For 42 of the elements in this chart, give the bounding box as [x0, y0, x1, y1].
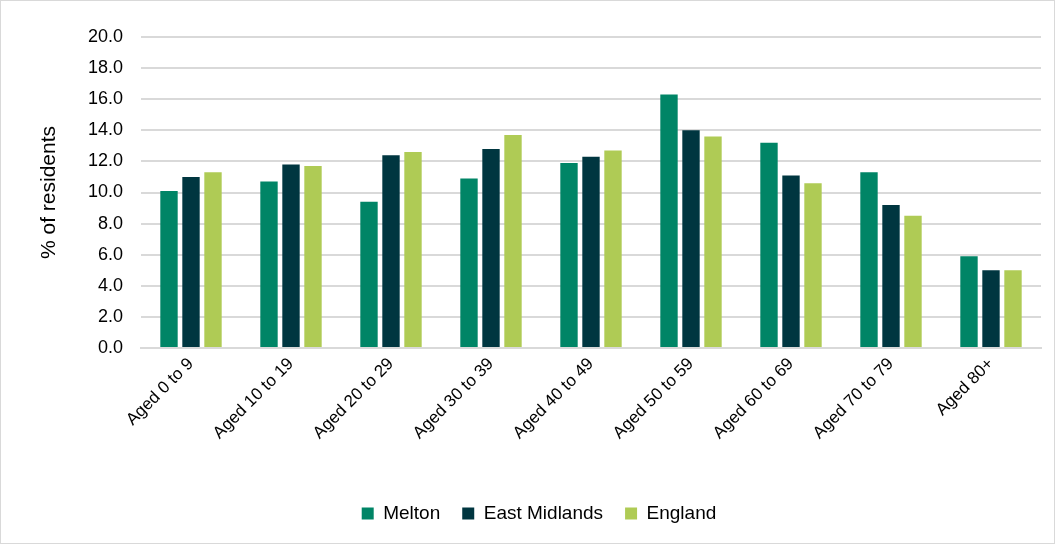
bar [860, 172, 878, 347]
bar [182, 176, 200, 347]
bar [382, 155, 400, 347]
bar [960, 256, 978, 347]
y-tick-label: 0.0 [97, 336, 123, 357]
bar [360, 201, 378, 347]
bar [904, 215, 922, 347]
bar [982, 270, 1000, 347]
y-tick-label: 8.0 [97, 212, 123, 233]
bar [682, 130, 700, 347]
bar [1004, 270, 1022, 347]
y-tick-label: 20.0 [87, 25, 123, 46]
y-tick-label: 18.0 [87, 57, 123, 78]
bar [282, 164, 300, 347]
bar [504, 134, 522, 347]
y-tick-label: 14.0 [87, 119, 123, 140]
bar [304, 166, 322, 347]
y-tick-label: 16.0 [87, 88, 123, 109]
bar [604, 150, 622, 347]
bar [582, 156, 600, 347]
y-tick-label: 4.0 [97, 274, 123, 295]
bar [804, 183, 822, 347]
bar [760, 142, 778, 347]
bar [660, 94, 678, 347]
y-tick-label: 12.0 [87, 150, 123, 171]
y-axis-title: % of residents [36, 125, 60, 260]
bar [782, 175, 800, 347]
bar [204, 172, 222, 347]
bar [482, 148, 500, 347]
legend-label: Melton [383, 501, 441, 523]
bar [404, 152, 422, 347]
legend-label: East Midlands [483, 501, 604, 523]
y-tick-label: 10.0 [87, 181, 123, 202]
bar [460, 178, 478, 347]
bar [704, 136, 722, 347]
bar [160, 190, 178, 347]
y-tick-label: 2.0 [97, 305, 123, 326]
y-tick-label: 6.0 [97, 243, 123, 264]
legend-label: England [646, 501, 717, 523]
bar [882, 204, 900, 347]
bar [260, 181, 278, 347]
bar [560, 162, 578, 347]
